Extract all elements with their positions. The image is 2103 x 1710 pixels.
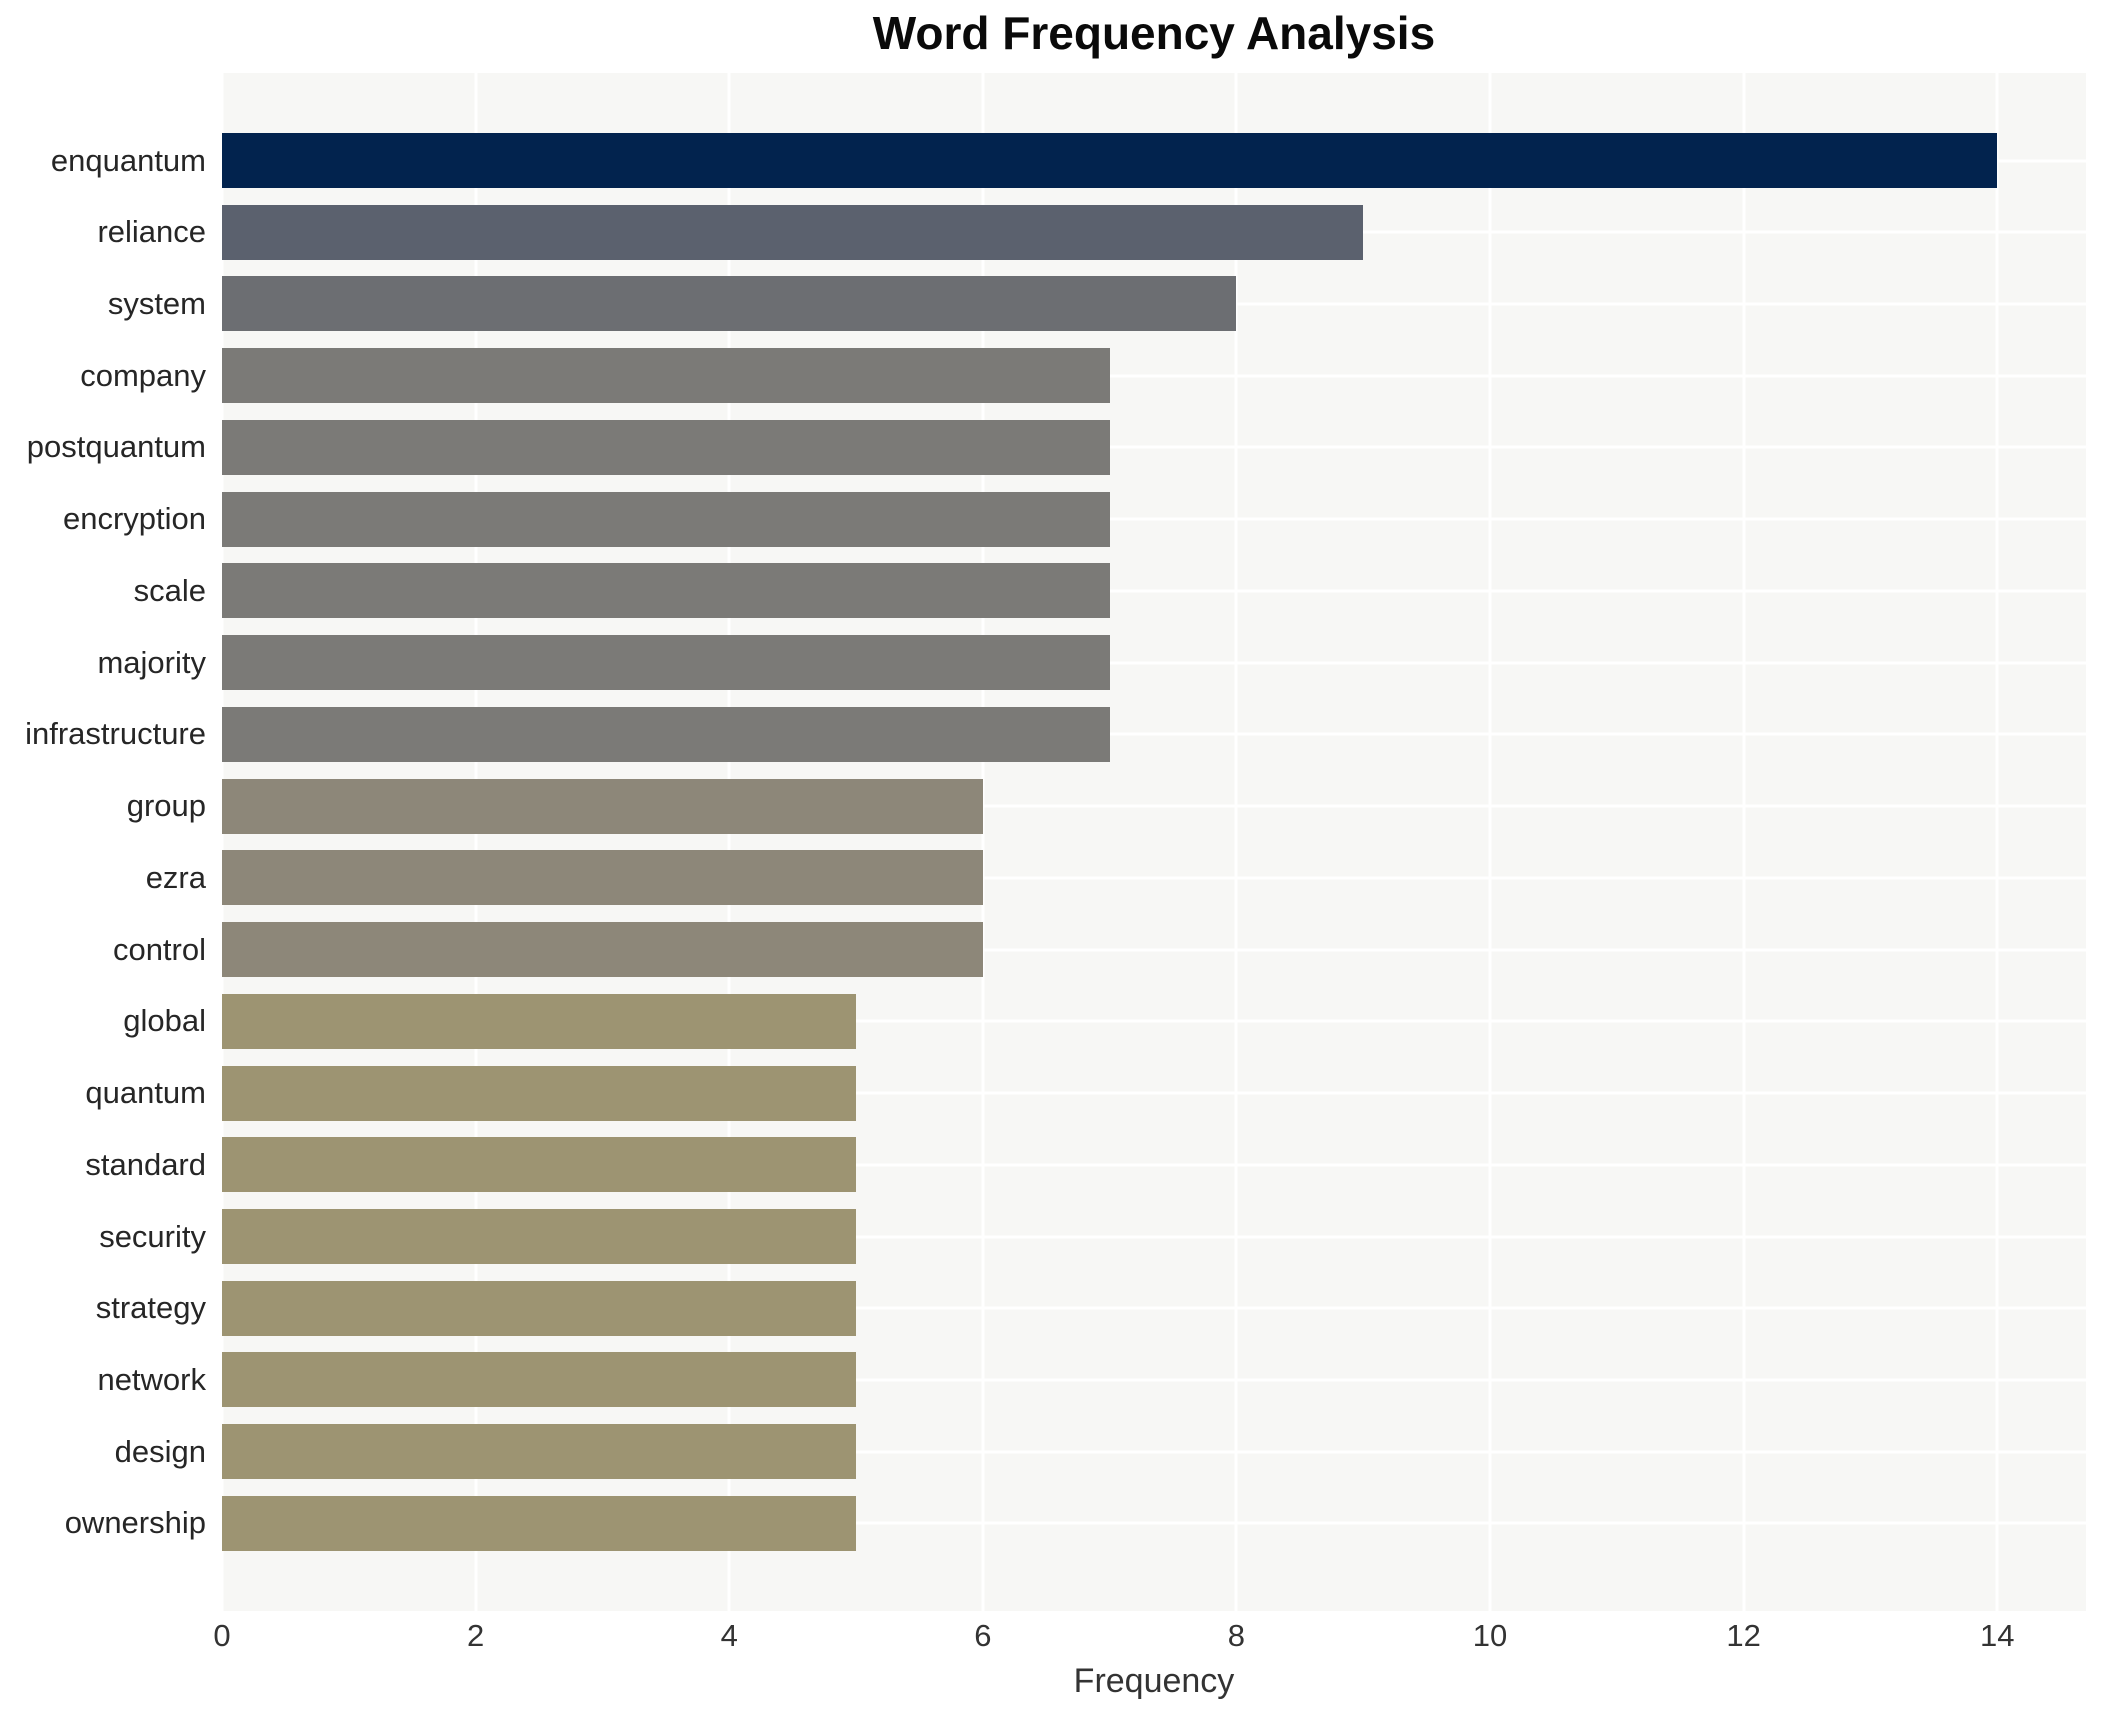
bar-network	[222, 1352, 856, 1408]
y-label-global: global	[123, 1003, 206, 1039]
vertical-gridline-12	[1742, 73, 1746, 1611]
y-label-infrastructure: infrastructure	[25, 716, 206, 752]
y-label-postquantum: postquantum	[26, 429, 206, 465]
vertical-gridline-14	[1995, 73, 1999, 1611]
bar-row-reliance: reliance	[97, 204, 2086, 260]
horizontal-gridline	[222, 517, 2086, 521]
y-label-network: network	[97, 1361, 206, 1397]
bar-row-company: company	[80, 348, 2086, 404]
bar-infrastructure	[222, 706, 1110, 762]
bar-row-infrastructure: infrastructure	[25, 706, 2086, 762]
bar-row-strategy: strategy	[96, 1280, 2086, 1336]
bar-row-control: control	[113, 922, 2086, 978]
bar-system	[222, 276, 1237, 332]
x-tick-label-4: 4	[720, 1618, 738, 1653]
x-tick-label-2: 2	[466, 1618, 485, 1653]
y-label-system: system	[107, 285, 206, 321]
horizontal-gridline	[222, 374, 2086, 378]
bar-row-enquantum: enquantum	[51, 133, 2086, 188]
x-tick-label-0: 0	[213, 1618, 231, 1653]
bar-row-standard: standard	[85, 1137, 2086, 1193]
bar-enquantum	[222, 133, 1998, 188]
chart-title: Word Frequency Analysis	[872, 7, 1436, 59]
bar-ezra	[222, 850, 983, 906]
bar-ownership	[222, 1495, 856, 1551]
x-tick-label-10: 10	[1472, 1618, 1508, 1653]
bar-row-scale: scale	[134, 563, 2086, 619]
bar-row-encryption: encryption	[63, 491, 2086, 547]
x-tick-label-6: 6	[974, 1618, 992, 1653]
bar-row-majority: majority	[97, 635, 2086, 691]
bar-rows: enquantum reliance system company postquantu…	[25, 73, 2086, 1611]
horizontal-gridline	[222, 1521, 2086, 1525]
horizontal-gridline	[222, 1019, 2086, 1023]
horizontal-gridline	[222, 1235, 2086, 1239]
horizontal-gridline	[222, 661, 2086, 665]
bar-scale	[222, 563, 1110, 619]
bar-security	[222, 1209, 856, 1265]
y-label-reliance: reliance	[97, 214, 206, 250]
bar-quantum	[222, 1065, 856, 1121]
vertical-gridline-2	[474, 73, 478, 1611]
bar-row-postquantum: postquantum	[27, 419, 2086, 475]
bar-row-ezra: ezra	[146, 850, 2086, 906]
vertical-gridline-6	[981, 73, 985, 1611]
x-tick-label-12: 12	[1726, 1618, 1761, 1653]
horizontal-gridline	[222, 948, 2086, 952]
horizontal-gridline	[222, 589, 2086, 593]
bar-control	[222, 922, 983, 978]
bar-row-group: group	[127, 778, 2086, 834]
bar-row-quantum: quantum	[85, 1065, 2086, 1121]
y-label-design: design	[114, 1433, 206, 1469]
horizontal-gridline	[222, 732, 2086, 736]
y-label-scale: scale	[133, 572, 206, 608]
y-label-majority: majority	[97, 644, 206, 680]
horizontal-gridline	[222, 1091, 2086, 1095]
y-label-ownership: ownership	[64, 1505, 206, 1541]
bar-majority	[222, 635, 1110, 691]
horizontal-gridline	[222, 1378, 2086, 1382]
horizontal-gridline	[222, 804, 2086, 808]
y-label-encryption: encryption	[62, 501, 206, 537]
x-axis-ticks: 0 2 4 6 8 10 12 14	[213, 1618, 2086, 1660]
bar-global	[222, 993, 856, 1049]
horizontal-gridline	[222, 1306, 2086, 1310]
bar-strategy	[222, 1280, 856, 1336]
plot-area: enquantum reliance system company postquantu…	[25, 73, 2086, 1611]
horizontal-gridline	[222, 1163, 2086, 1167]
bar-reliance	[222, 204, 1364, 260]
y-label-group: group	[126, 788, 206, 824]
x-tick-label-8: 8	[1227, 1618, 1246, 1653]
y-label-control: control	[112, 931, 206, 967]
bar-postquantum	[222, 419, 1110, 475]
bar-design	[222, 1424, 856, 1480]
y-label-security: security	[99, 1218, 206, 1254]
bar-standard	[222, 1137, 856, 1193]
bar-encryption	[222, 491, 1110, 547]
y-label-company: company	[80, 357, 206, 393]
x-tick-label-14: 14	[1979, 1618, 2015, 1653]
x-axis-label: Frequency	[1073, 1662, 1235, 1700]
horizontal-gridline	[222, 445, 2086, 449]
bar-row-security: security	[99, 1209, 2086, 1265]
horizontal-gridline	[222, 876, 2086, 880]
y-label-enquantum: enquantum	[50, 142, 206, 178]
bar-row-design: design	[115, 1424, 2086, 1480]
bar-row-system: system	[108, 276, 2086, 332]
bar-row-ownership: ownership	[65, 1495, 2086, 1551]
vertical-gridline-4	[727, 73, 731, 1611]
horizontal-gridline	[222, 1450, 2086, 1454]
y-label-standard: standard	[85, 1146, 206, 1182]
y-label-quantum: quantum	[85, 1075, 206, 1111]
vertical-gridline-10	[1488, 73, 1492, 1611]
y-label-ezra: ezra	[145, 859, 206, 895]
bar-row-global: global	[123, 993, 2086, 1049]
bar-row-network: network	[97, 1352, 2086, 1408]
bar-group	[222, 778, 983, 834]
vertical-gridline-8	[1234, 73, 1238, 1611]
vertical-gridline-0	[220, 73, 224, 1611]
y-label-strategy: strategy	[95, 1290, 206, 1326]
bar-company	[222, 348, 1110, 404]
